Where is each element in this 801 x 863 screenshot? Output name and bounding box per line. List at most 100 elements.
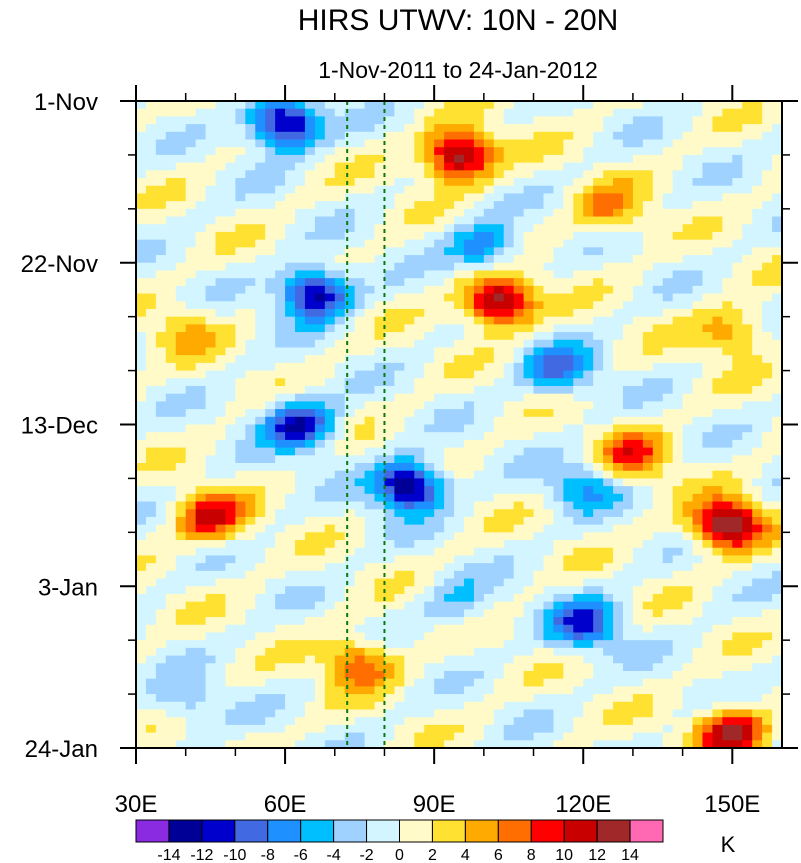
heatmap-cell [285, 208, 296, 218]
heatmap-cell [473, 640, 485, 649]
heatmap-cell [463, 663, 475, 672]
heatmap-cell [692, 208, 704, 218]
heatmap-cell [374, 124, 386, 133]
heatmap-cell [682, 555, 694, 564]
heatmap-cell [752, 493, 763, 503]
heatmap-cell [245, 201, 256, 210]
heatmap-cell [613, 547, 624, 557]
heatmap-cell [752, 463, 763, 472]
heatmap-cell [265, 678, 276, 687]
heatmap-cell [682, 655, 694, 664]
heatmap-cell [414, 447, 425, 456]
heatmap-cell [454, 270, 465, 279]
heatmap-cell [195, 524, 207, 533]
heatmap-cell [374, 455, 386, 464]
heatmap-cell [662, 524, 674, 533]
heatmap-cell [384, 131, 395, 141]
heatmap-cell [543, 139, 555, 148]
heatmap-cell [642, 686, 654, 695]
heatmap-cell [463, 385, 475, 395]
heatmap-cell [622, 655, 634, 664]
heatmap-cell [583, 293, 594, 302]
heatmap-cell [742, 478, 753, 487]
heatmap-cell [454, 162, 465, 171]
heatmap-cell [225, 178, 236, 187]
heatmap-cell [314, 332, 326, 341]
heatmap-cell [434, 355, 445, 364]
heatmap-cell [374, 362, 386, 372]
heatmap-cell [682, 185, 694, 195]
heatmap-cell [672, 278, 684, 287]
heatmap-cell [314, 655, 326, 664]
heatmap-cell [384, 378, 395, 387]
heatmap-cell [404, 347, 415, 356]
heatmap-cell [543, 632, 555, 641]
heatmap-cell [573, 632, 584, 641]
heatmap-cell [642, 540, 654, 549]
heatmap-cell [632, 301, 644, 310]
heatmap-cell [672, 524, 684, 533]
heatmap-cell [712, 663, 723, 672]
heatmap-cell [632, 601, 644, 610]
heatmap-cell [533, 332, 545, 341]
heatmap-cell [195, 640, 207, 649]
heatmap-cell [354, 316, 366, 325]
heatmap-cell [563, 486, 574, 495]
heatmap-cell [155, 563, 167, 572]
heatmap-cell [642, 124, 654, 133]
heatmap-cell [225, 424, 236, 433]
heatmap-cell [593, 308, 604, 318]
heatmap-cell [205, 378, 217, 387]
heatmap-cell [672, 347, 684, 356]
heatmap-cell [314, 378, 326, 387]
heatmap-cell [225, 409, 236, 418]
heatmap-cell [503, 478, 515, 487]
heatmap-cell [732, 493, 743, 503]
heatmap-cell [622, 185, 634, 195]
heatmap-cell [613, 393, 624, 402]
heatmap-cell [434, 493, 445, 503]
heatmap-cell [314, 409, 326, 418]
heatmap-cell [444, 362, 455, 372]
heatmap-cell [772, 424, 782, 433]
heatmap-cell [314, 432, 326, 441]
heatmap-cell [195, 593, 207, 603]
heatmap-cell [503, 524, 515, 533]
heatmap-cell [344, 385, 356, 395]
heatmap-cell [414, 201, 425, 210]
heatmap-cell [613, 555, 624, 564]
heatmap-cell [444, 316, 455, 325]
heatmap-cell [463, 278, 475, 287]
heatmap-cell [145, 555, 157, 564]
heatmap-cell [603, 424, 614, 433]
heatmap-cell [324, 308, 336, 318]
heatmap-cell [752, 432, 763, 441]
heatmap-cell [712, 447, 723, 456]
heatmap-cell [414, 193, 425, 202]
heatmap-cell [622, 670, 634, 680]
heatmap-cell [513, 501, 525, 510]
heatmap-cell [404, 478, 415, 487]
heatmap-cell [752, 178, 763, 187]
heatmap-cell [662, 463, 674, 472]
heatmap-cell [613, 632, 624, 641]
heatmap-cell [225, 540, 236, 549]
heatmap-cell [344, 124, 356, 133]
heatmap-cell [215, 578, 227, 587]
heatmap-cell [354, 601, 366, 610]
heatmap-cell [712, 224, 723, 233]
heatmap-cell [235, 393, 246, 402]
heatmap-cell [463, 501, 475, 510]
heatmap-cell [463, 686, 475, 695]
heatmap-cell [593, 208, 604, 218]
heatmap-cell [195, 262, 207, 272]
heatmap-cell [652, 193, 664, 202]
heatmap-cell [175, 231, 187, 241]
heatmap-cell [324, 108, 336, 117]
heatmap-cell [722, 416, 733, 426]
heatmap-cell [583, 131, 594, 141]
heatmap-cell [672, 332, 684, 341]
heatmap-cell [573, 447, 584, 456]
heatmap-cell [414, 663, 425, 672]
heatmap-cell [662, 670, 674, 680]
